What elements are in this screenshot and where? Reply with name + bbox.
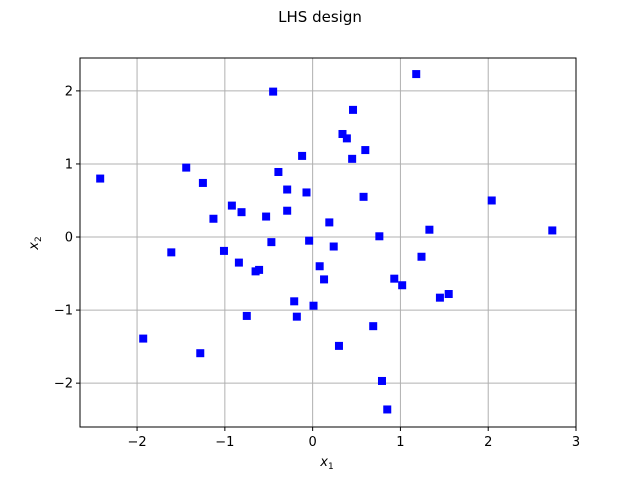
data-point: [237, 208, 246, 217]
data-point: [487, 196, 496, 205]
data-point: [167, 248, 176, 257]
y-tick-label: −2: [54, 377, 73, 392]
y-tick-label: 2: [65, 84, 73, 99]
data-point: [234, 258, 243, 267]
data-point: [325, 218, 334, 227]
data-point: [292, 312, 301, 321]
data-point: [398, 281, 407, 290]
data-point: [444, 290, 453, 299]
data-point: [209, 214, 218, 223]
data-point: [417, 252, 426, 261]
x-tick-label: 2: [484, 435, 492, 450]
y-tick-label: −1: [54, 304, 73, 319]
data-point: [334, 341, 343, 350]
data-point: [283, 185, 292, 194]
x-tick-label: 3: [572, 435, 580, 450]
data-point: [361, 146, 370, 155]
data-point: [412, 70, 421, 79]
x-tick-label: −1: [215, 435, 234, 450]
data-point: [425, 225, 434, 234]
x-tick-label: −2: [127, 435, 146, 450]
y-axis-label: x2: [27, 236, 44, 250]
y-tick-label: 1: [65, 157, 73, 172]
plot-frame: [79, 57, 577, 428]
data-point: [338, 129, 347, 138]
y-axis-label-main: x: [27, 242, 42, 251]
x-axis-label: x1: [319, 455, 333, 472]
data-point: [139, 334, 148, 343]
data-points: [96, 70, 557, 414]
x-tick-label: 0: [308, 435, 316, 450]
data-point: [342, 134, 351, 143]
data-point: [242, 311, 251, 320]
data-point: [274, 167, 283, 176]
data-point: [302, 188, 311, 197]
data-point: [377, 376, 386, 385]
data-point: [435, 293, 444, 302]
data-point: [227, 201, 236, 210]
data-point: [198, 178, 207, 187]
data-point: [369, 322, 378, 331]
data-point: [329, 242, 338, 251]
data-point: [283, 206, 292, 215]
data-point: [548, 226, 557, 235]
data-point: [255, 265, 264, 274]
x-tick-label: 1: [396, 435, 404, 450]
data-point: [349, 105, 358, 114]
data-point: [320, 275, 329, 284]
data-point: [348, 154, 357, 163]
y-axis-ticks: −2 −1 0 1 2: [54, 84, 80, 392]
x-axis-label-sub: 1: [328, 462, 334, 472]
data-point: [390, 274, 399, 283]
data-point: [267, 238, 276, 247]
data-point: [298, 151, 307, 160]
data-point: [309, 301, 318, 310]
chart-title: LHS design: [278, 8, 362, 26]
y-tick-label: 0: [65, 231, 73, 246]
data-point: [196, 349, 205, 358]
x-axis-label-main: x: [319, 455, 328, 470]
data-point: [96, 174, 105, 183]
data-point: [262, 212, 271, 221]
data-point: [375, 232, 384, 241]
data-point: [290, 297, 299, 306]
data-point: [305, 236, 314, 245]
x-axis-ticks: −2 −1 0 1 2 3: [127, 427, 580, 450]
grid: [80, 58, 577, 427]
data-point: [383, 405, 392, 414]
data-point: [269, 87, 278, 96]
y-axis-label-sub: 2: [34, 236, 44, 242]
data-point: [219, 246, 228, 255]
data-point: [315, 262, 324, 271]
data-point: [359, 192, 368, 201]
data-point: [182, 163, 191, 172]
